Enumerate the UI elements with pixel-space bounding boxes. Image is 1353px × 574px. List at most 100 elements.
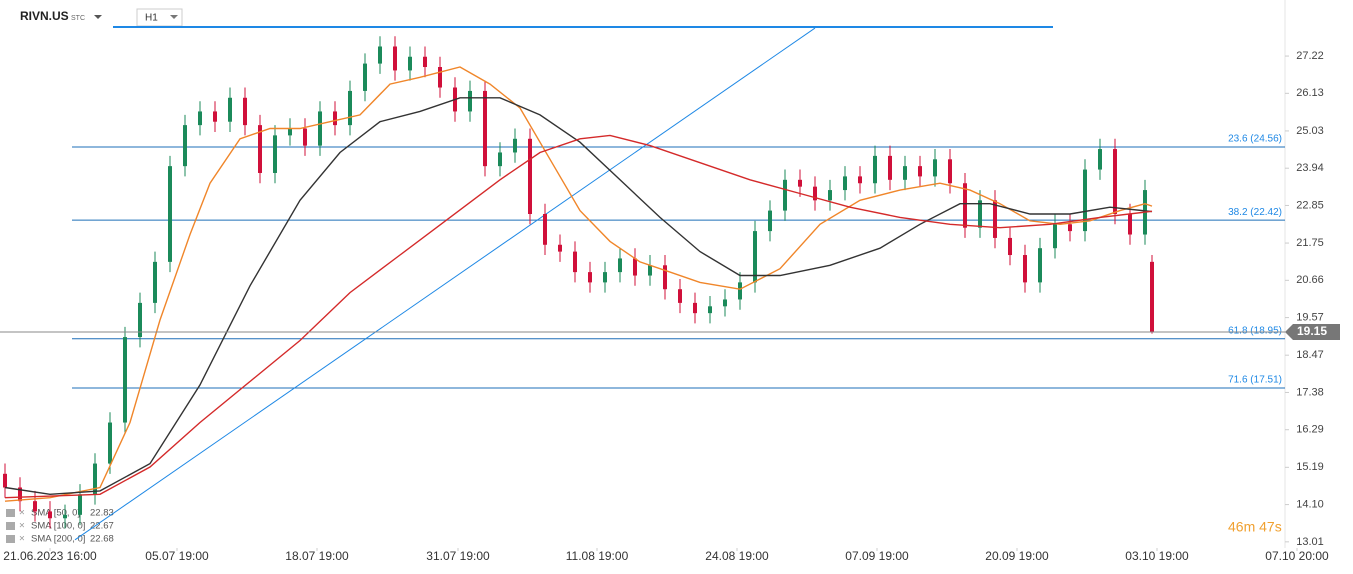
candle-body xyxy=(1008,237,1012,256)
candle-body xyxy=(813,186,817,201)
symbol: RIVN.US xyxy=(20,9,69,23)
candle-body xyxy=(1053,224,1057,249)
candle-body xyxy=(753,231,757,283)
y-tick-label: 21.75 xyxy=(1296,237,1324,249)
x-tick-label: 20.09 19:00 xyxy=(985,549,1049,563)
candle-body xyxy=(498,152,502,167)
candle-body xyxy=(648,265,652,276)
candle-body xyxy=(153,261,157,303)
y-tick-label: 17.38 xyxy=(1296,386,1324,398)
sma-line xyxy=(4,66,1153,502)
candle-body xyxy=(333,111,337,126)
x-tick-label: 07.09 19:00 xyxy=(845,549,909,563)
candle-body xyxy=(438,67,442,88)
candle-body xyxy=(123,337,127,423)
candle-body xyxy=(378,46,382,64)
sma-line xyxy=(4,134,1153,499)
y-tick-label: 20.66 xyxy=(1296,274,1324,286)
y-tick-label: 25.03 xyxy=(1296,125,1324,137)
y-tick-label: 22.85 xyxy=(1296,199,1324,211)
candle-body xyxy=(408,56,412,71)
candle-body xyxy=(948,159,952,184)
last-price-label: 19.15 xyxy=(1297,324,1327,338)
candle-body xyxy=(963,183,967,228)
candle-body xyxy=(993,200,997,238)
candle-body xyxy=(738,282,742,300)
x-tick-label: 21.06.2023 16:00 xyxy=(3,549,97,563)
candle-body xyxy=(183,125,187,167)
y-tick-label: 27.22 xyxy=(1296,50,1324,62)
candle-body xyxy=(708,306,712,314)
candle-body xyxy=(903,166,907,180)
candle-body xyxy=(1128,214,1132,235)
candle-body xyxy=(198,111,202,126)
y-tick-label: 18.47 xyxy=(1296,349,1324,361)
y-tick-label: 15.19 xyxy=(1296,461,1324,473)
candle-body xyxy=(1113,149,1117,215)
x-tick-label: 18.07 19:00 xyxy=(285,549,349,563)
candle-body xyxy=(573,251,577,273)
legend-icon xyxy=(6,509,15,517)
candle-body xyxy=(843,176,847,191)
candle-body xyxy=(243,97,247,126)
last-price-box xyxy=(1285,323,1340,340)
candle-body xyxy=(33,501,37,512)
candle-body xyxy=(588,272,592,283)
candle-body xyxy=(93,463,97,495)
candle-body xyxy=(213,111,217,122)
candle-body xyxy=(78,494,82,515)
y-tick-label: 23.94 xyxy=(1296,162,1324,174)
candle-body xyxy=(1098,149,1102,170)
legend-name: SMA [50, 0] xyxy=(31,508,80,519)
y-tick-label: 16.29 xyxy=(1296,424,1324,436)
candle-body xyxy=(303,128,307,146)
candle-body xyxy=(663,265,667,290)
x-tick-label: 05.07 19:00 xyxy=(145,549,209,563)
x-tick-label: 07.10 20:00 xyxy=(1265,549,1329,563)
candle-body xyxy=(768,210,772,232)
x-tick-label: 31.07 19:00 xyxy=(426,549,490,563)
symbol-dropdown[interactable] xyxy=(94,15,102,19)
legend-name: SMA [100, 0] xyxy=(31,521,85,532)
candle-body xyxy=(723,299,727,307)
candle-body xyxy=(543,214,547,245)
candle-body xyxy=(858,176,862,184)
candle-body xyxy=(273,135,277,173)
legend-value: 22.68 xyxy=(90,534,114,545)
x-tick-label: 11.08 19:00 xyxy=(566,549,629,563)
legend-icon xyxy=(6,535,15,543)
candle-body xyxy=(513,138,517,153)
interval-box[interactable] xyxy=(136,8,183,27)
legend-value: 22.83 xyxy=(90,508,114,519)
candle-body xyxy=(3,473,7,488)
candle-body xyxy=(528,138,532,215)
y-tick-label: 13.01 xyxy=(1296,536,1324,548)
fib-label: 38.2 (22.42) xyxy=(1228,207,1282,218)
legend-name: SMA [200, 0] xyxy=(31,534,85,545)
candle-body xyxy=(558,244,562,252)
candle-body xyxy=(678,289,682,303)
timer: 46m 47s xyxy=(1228,519,1282,535)
fib-label: 61.8 (18.95) xyxy=(1228,325,1282,336)
candle-body xyxy=(138,302,142,338)
y-tick-label: 19.57 xyxy=(1296,311,1324,323)
candle-body xyxy=(348,90,352,126)
candle-body xyxy=(918,166,922,177)
candle-body xyxy=(888,155,892,180)
candle-body xyxy=(363,63,367,91)
x-tick-label: 03.10 19:00 xyxy=(1125,549,1189,563)
candle-body xyxy=(873,155,877,184)
candle-body xyxy=(18,487,22,502)
candle-body xyxy=(1068,224,1072,232)
y-tick-label: 26.13 xyxy=(1296,87,1324,99)
candle-body xyxy=(1038,248,1042,283)
candle-body xyxy=(828,190,832,201)
candle-body xyxy=(393,46,397,71)
legend: × SMA [50, 0] 22.83 × SMA [100, 0] 22.67 × SMA … xyxy=(6,508,114,545)
sma-line xyxy=(4,97,1153,496)
candle-body xyxy=(288,128,292,136)
candle-body xyxy=(423,56,427,68)
candle-body xyxy=(783,179,787,211)
market: STC xyxy=(71,15,85,22)
candle-body xyxy=(633,258,637,276)
